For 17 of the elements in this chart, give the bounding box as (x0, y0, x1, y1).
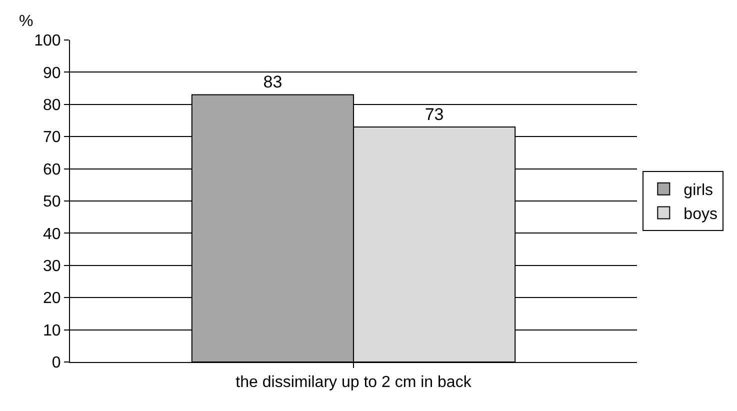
x-tick-label: the dissimilary up to 2 cm in back (236, 374, 472, 392)
y-tick-label: 100 (34, 32, 61, 50)
y-tick-label: 60 (43, 161, 61, 178)
y-axis-title: % (19, 13, 34, 30)
y-tick-label: 0 (52, 354, 61, 372)
legend-label: boys (684, 206, 718, 223)
legend-label: girls (684, 182, 714, 200)
y-tick-label: 50 (43, 194, 61, 211)
y-tick-label: 30 (43, 258, 61, 275)
y-tick-label: 80 (43, 97, 61, 114)
y-tick-label: 10 (43, 322, 61, 340)
y-tick-label: 20 (43, 290, 61, 308)
y-tick-label: 40 (43, 226, 61, 243)
data-label: 83 (263, 72, 282, 92)
data-label: 73 (424, 104, 444, 124)
y-tick-label: 70 (43, 129, 61, 146)
y-tick-label: 90 (43, 64, 61, 82)
